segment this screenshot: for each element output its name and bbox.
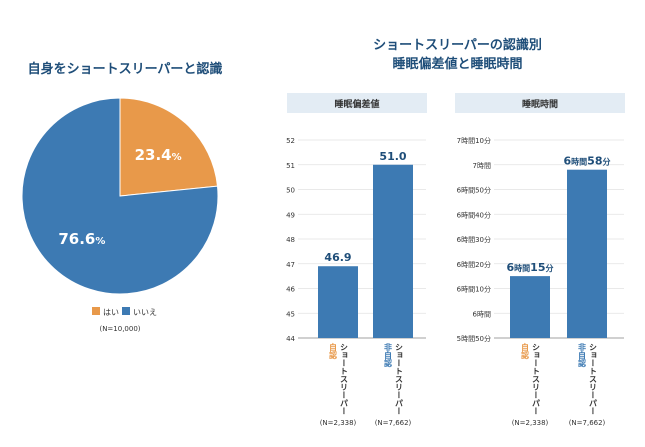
y-tick-label: 5時間50分: [457, 334, 491, 343]
bar-value-label: 6時間15分: [507, 261, 554, 274]
pie-label-value: 23.4: [135, 146, 172, 164]
legend-label-yes: はい: [103, 308, 119, 317]
y-tick-label: 49: [286, 211, 295, 219]
y-tick-label: 7時間: [473, 162, 491, 170]
category-prefix: 自認: [521, 342, 530, 360]
legend-swatch-no: [122, 307, 130, 315]
bar-value-part: 時間: [514, 263, 530, 273]
bar-self-recognized: [318, 266, 358, 338]
y-tick-label: 6時間40分: [457, 210, 491, 219]
y-tick-label: 6時間: [473, 310, 491, 318]
pie-label-unit: %: [172, 152, 182, 163]
bar-value-part: 15: [530, 261, 545, 274]
category-sample-size: (N=7,662): [375, 419, 412, 427]
bar-value-label: 46.9: [324, 251, 351, 264]
bar-value-label: 6時間58分: [564, 155, 611, 168]
bar-value-part: 分: [602, 157, 610, 167]
bar-non-recognized: [373, 164, 413, 338]
y-tick-label: 47: [286, 261, 295, 269]
category-prefix: 非自認: [384, 342, 393, 368]
right-title: ショートスリーパーの認識別 睡眠偏差値と睡眠時間: [290, 36, 625, 74]
bar-chart-header-1: [287, 93, 427, 113]
category-name: ショートスリーパー: [589, 343, 598, 415]
pie-label-unit: %: [95, 236, 105, 247]
category-name: ショートスリーパー: [340, 343, 349, 415]
y-tick-label: 6時間10分: [457, 285, 491, 294]
pie-label-no: 76.6%: [58, 230, 105, 248]
pie-sample-size: (N=10,000): [99, 325, 140, 333]
bar-value-part: 58: [587, 155, 602, 168]
y-tick-label: 46: [286, 286, 295, 294]
bar-value-part: 時間: [571, 157, 587, 167]
category-prefix: 自認: [329, 342, 338, 360]
bar-value-part: 6: [564, 155, 572, 168]
category-name: ショートスリーパー: [532, 343, 541, 415]
y-tick-label: 48: [286, 236, 295, 244]
pie-label-value: 76.6: [58, 230, 95, 248]
pie-title: 自身をショートスリーパーと認識: [27, 62, 223, 77]
right-title-line2: 睡眠偏差値と睡眠時間: [392, 57, 523, 72]
bar-non-recognized: [567, 169, 607, 338]
bar-self-recognized: [510, 276, 550, 338]
bar-value-part: 分: [545, 263, 553, 273]
y-tick-label: 50: [286, 187, 295, 195]
bar-chart-title-2: 睡眠時間: [522, 98, 558, 110]
category-prefix: 非自認: [578, 342, 587, 368]
legend-swatch-yes: [92, 307, 100, 315]
category-sample-size: (N=2,338): [320, 419, 357, 427]
right-title-line1: ショートスリーパーの認識別: [373, 38, 542, 53]
y-tick-label: 6時間30分: [457, 235, 491, 244]
y-tick-label: 6時間50分: [457, 186, 491, 195]
pie-slice-yes: [119, 97, 219, 197]
y-tick-label: 45: [286, 310, 295, 318]
y-tick-label: 44: [286, 335, 295, 343]
bar-chart-title-1: 睡眠偏差値: [334, 98, 379, 110]
category-name: ショートスリーパー: [395, 343, 404, 415]
pie-slice-no: [21, 97, 219, 295]
y-tick-label: 7時間10分: [457, 136, 491, 145]
category-sample-size: (N=7,662): [569, 419, 606, 427]
pie-label-yes: 23.4%: [135, 146, 182, 164]
y-tick-label: 51: [286, 162, 295, 170]
legend-label-no: いいえ: [133, 308, 157, 317]
bar-value-label: 51.0: [379, 150, 406, 163]
y-tick-label: 6時間20分: [457, 260, 491, 269]
bar-value-part: 6: [507, 261, 515, 274]
y-tick-label: 52: [286, 137, 295, 145]
bar-chart-header-2: [455, 93, 625, 113]
category-sample-size: (N=2,338): [512, 419, 549, 427]
